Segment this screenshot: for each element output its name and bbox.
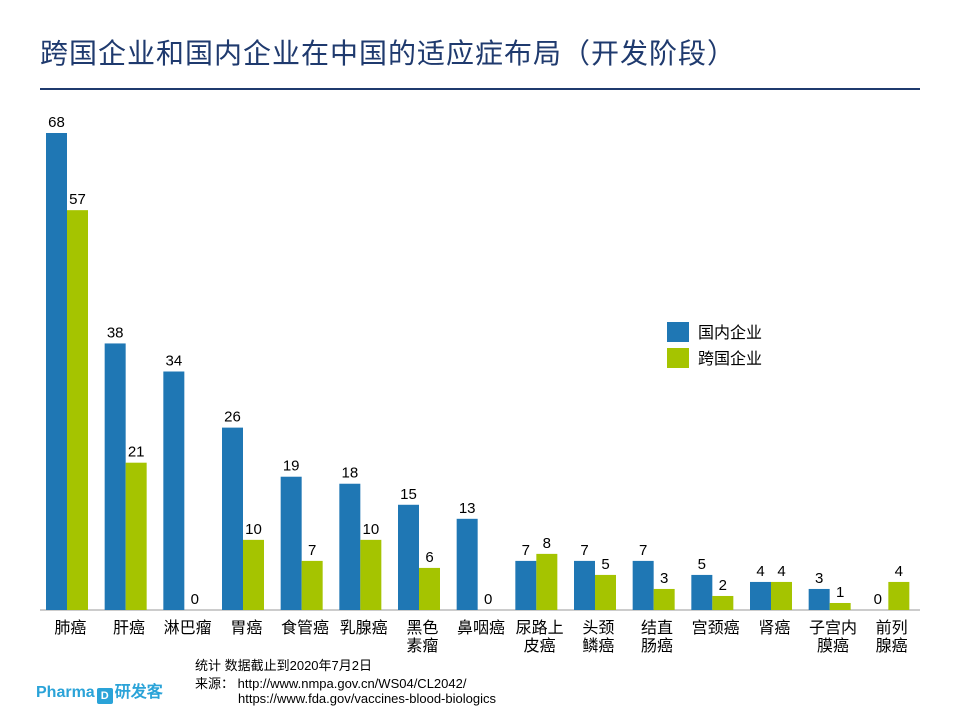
source-link-nmpa[interactable]: http://www.nmpa.gov.cn/WS04/CL2042/ <box>237 676 467 691</box>
bar-multinational <box>67 210 88 611</box>
source-link-fda[interactable]: https://www.fda.gov/vaccines-blood-biolo… <box>238 691 496 706</box>
bar-domestic <box>398 504 419 610</box>
data-cutoff-note: 统计 数据截止到2020年7月2日 <box>195 658 372 673</box>
data-label: 7 <box>308 542 316 559</box>
bar-domestic <box>574 560 595 610</box>
bar-domestic <box>222 427 243 610</box>
category-label: 腺癌 <box>876 636 908 655</box>
bar-domestic <box>808 588 830 610</box>
data-label: 68 <box>48 114 65 131</box>
bar-multinational <box>419 567 440 610</box>
legend-swatch <box>667 322 689 342</box>
category-label: 胃癌 <box>230 618 262 637</box>
category-label: 肺癌 <box>54 618 86 637</box>
bar-multinational <box>595 574 616 610</box>
category-label: 皮癌 <box>524 636 556 655</box>
data-label: 10 <box>245 521 262 538</box>
bar-domestic <box>456 518 478 610</box>
data-label: 3 <box>660 570 668 587</box>
category-label: 头颈 <box>582 618 614 637</box>
data-label: 26 <box>224 409 241 426</box>
source-line: 来源： http://www.nmpa.gov.cn/WS04/CL2042/ <box>195 673 466 692</box>
category-label: 肾癌 <box>758 618 790 637</box>
data-label: 18 <box>341 465 358 482</box>
bar-multinational <box>125 462 147 610</box>
logo-text: Pharma <box>36 684 95 701</box>
legend-label: 国内企业 <box>698 323 762 342</box>
bar-domestic <box>691 574 713 610</box>
data-label: 4 <box>756 563 764 580</box>
page-title: 跨国企业和国内企业在中国的适应症布局（开发阶段） <box>40 37 737 70</box>
title-divider <box>40 88 920 90</box>
bar-multinational <box>360 539 382 610</box>
data-label: 6 <box>425 549 433 566</box>
category-label: 宫颈癌 <box>692 618 740 637</box>
category-label: 结直 <box>641 618 673 637</box>
bar-domestic <box>163 371 185 610</box>
category-label: 乳腺癌 <box>340 618 388 637</box>
bar-multinational <box>536 553 558 610</box>
bar-domestic <box>632 560 654 610</box>
data-label: 1 <box>836 584 844 601</box>
data-label: 7 <box>639 542 647 559</box>
data-label: 34 <box>165 353 182 370</box>
source-label: 来源： <box>195 676 235 691</box>
data-label: 0 <box>191 591 199 608</box>
data-label: 13 <box>459 500 476 517</box>
logo-text-cn: 研发客 <box>114 682 163 701</box>
bar-domestic <box>750 581 771 610</box>
data-label: 21 <box>128 444 145 461</box>
category-label: 鳞癌 <box>582 636 614 655</box>
data-label: 4 <box>895 563 903 580</box>
legend-label: 跨国企业 <box>698 349 762 368</box>
data-label: 19 <box>283 458 300 475</box>
data-label: 5 <box>698 556 706 573</box>
bar-multinational <box>712 595 734 610</box>
legend-swatch <box>667 348 689 368</box>
data-label: 15 <box>400 486 417 503</box>
bar-domestic <box>515 560 537 610</box>
category-label: 食管癌 <box>281 618 329 637</box>
data-label: 0 <box>874 591 882 608</box>
data-label: 4 <box>777 563 785 580</box>
data-label: 2 <box>719 577 727 594</box>
category-label: 素瘤 <box>406 636 438 655</box>
bar-multinational <box>653 588 675 610</box>
bar-domestic <box>339 483 361 610</box>
data-label: 5 <box>601 556 609 573</box>
category-label: 肝癌 <box>113 618 145 637</box>
pharmad-logo: Pharma D 研发客 <box>36 678 163 704</box>
category-label: 前列 <box>876 618 908 637</box>
data-label: 7 <box>580 542 588 559</box>
bar-multinational <box>888 581 910 610</box>
data-label: 3 <box>815 570 823 587</box>
data-label: 57 <box>69 191 86 208</box>
bar-multinational <box>771 581 792 610</box>
bar-domestic <box>104 343 126 610</box>
logo-mark-icon: D <box>96 688 113 704</box>
bar-multinational <box>301 560 323 610</box>
category-label: 黑色 <box>406 618 438 637</box>
category-label: 淋巴瘤 <box>164 618 212 637</box>
bar-domestic <box>46 133 67 610</box>
category-label: 尿路上 <box>516 618 564 637</box>
category-label: 肠癌 <box>641 636 673 655</box>
data-label: 0 <box>484 591 492 608</box>
category-label: 子宫内 <box>809 618 857 637</box>
bar-multinational <box>243 539 264 610</box>
data-label: 10 <box>362 521 379 538</box>
category-label: 膜癌 <box>817 636 849 655</box>
data-label: 8 <box>543 535 551 552</box>
bar-domestic <box>280 476 302 610</box>
bar-multinational <box>829 602 851 610</box>
category-label: 鼻咽癌 <box>457 618 505 637</box>
data-label: 7 <box>522 542 530 559</box>
data-label: 38 <box>107 324 124 341</box>
